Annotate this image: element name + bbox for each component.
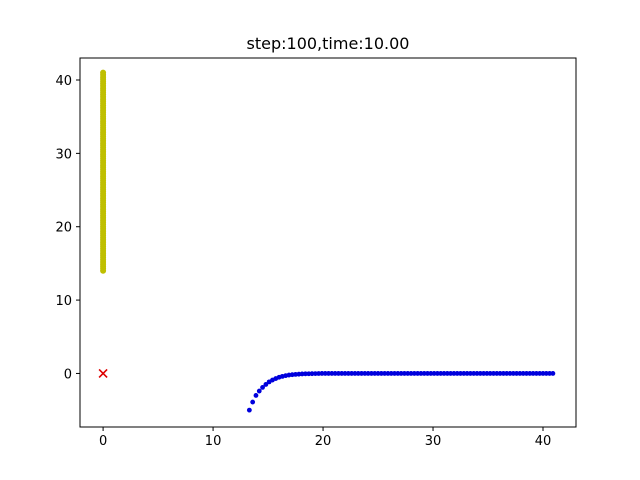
- x-tick-label: 40: [535, 434, 552, 449]
- data-point: [454, 371, 460, 376]
- data-point: [491, 371, 496, 376]
- data-point: [451, 371, 457, 376]
- data-point: [468, 371, 473, 376]
- data-point: [464, 371, 470, 376]
- data-point: [352, 371, 358, 376]
- data-point: [458, 371, 463, 376]
- data-point: [431, 371, 437, 376]
- data-point: [550, 371, 556, 376]
- data-point: [365, 371, 371, 376]
- y-tick-label: 10: [55, 294, 72, 309]
- data-point: [263, 382, 269, 387]
- data-point: [319, 371, 325, 376]
- data-point: [540, 371, 546, 376]
- data-point: [256, 388, 262, 394]
- data-point: [441, 371, 447, 376]
- data-point: [260, 384, 265, 390]
- data-point: [547, 371, 553, 376]
- data-point: [471, 371, 477, 376]
- plot-area: [98, 69, 556, 413]
- x-tick-label: 0: [99, 434, 107, 449]
- data-point: [369, 371, 374, 376]
- data-point: [425, 371, 430, 376]
- data-point: [336, 371, 341, 376]
- data-point: [418, 371, 424, 376]
- data-point: [329, 371, 335, 376]
- data-point: [438, 371, 444, 376]
- data-point: [332, 371, 338, 376]
- data-point: [448, 371, 454, 376]
- data-point: [378, 371, 384, 376]
- data-point: [411, 371, 417, 376]
- x-tick-label: 30: [425, 434, 442, 449]
- data-point: [349, 371, 355, 376]
- data-point: [405, 371, 411, 376]
- x-tick-label: 10: [205, 434, 222, 449]
- data-point: [527, 371, 533, 376]
- data-point: [474, 371, 480, 376]
- x-tick-label: 20: [315, 434, 332, 449]
- data-point: [415, 371, 421, 376]
- data-point: [428, 371, 434, 376]
- data-point: [481, 371, 487, 376]
- data-point: [395, 371, 401, 376]
- data-point: [355, 371, 361, 376]
- data-point: [484, 371, 490, 376]
- data-point: [253, 393, 259, 398]
- data-point: [402, 371, 407, 376]
- data-point: [543, 371, 549, 376]
- chart-title: step:100,time:10.00: [247, 34, 410, 53]
- data-point: [421, 371, 427, 376]
- data-point: [322, 371, 328, 376]
- y-tick-label: 0: [64, 367, 72, 382]
- x-marker: [98, 368, 108, 379]
- data-point: [408, 371, 414, 376]
- data-point: [375, 371, 381, 376]
- data-point: [507, 371, 513, 376]
- data-point: [477, 371, 483, 376]
- data-point: [530, 371, 536, 376]
- data-point: [504, 371, 510, 376]
- data-point: [345, 371, 351, 376]
- y-tick-label: 40: [55, 74, 72, 89]
- data-point: [342, 371, 348, 376]
- data-point: [444, 371, 450, 376]
- data-point: [497, 371, 503, 376]
- data-point: [501, 371, 506, 376]
- data-point: [537, 371, 543, 376]
- plot-frame: [79, 57, 577, 428]
- data-point: [250, 399, 256, 405]
- data-point: [382, 371, 388, 376]
- data-point: [392, 371, 397, 376]
- data-point: [246, 407, 252, 413]
- data-point: [385, 371, 391, 376]
- y-tick-label: 20: [55, 221, 72, 236]
- data-point: [520, 371, 526, 376]
- data-point: [100, 69, 107, 76]
- data-point: [517, 371, 523, 376]
- data-point: [339, 371, 345, 376]
- data-point: [326, 371, 331, 376]
- data-point: [494, 371, 500, 376]
- data-point: [514, 371, 520, 376]
- data-point: [372, 371, 378, 376]
- axes: 0 10 20 30 40 0 10 20 30 40: [55, 57, 577, 449]
- data-point: [359, 371, 364, 376]
- data-point: [534, 371, 539, 376]
- data-point: [388, 371, 394, 376]
- data-point: [461, 371, 467, 376]
- data-point: [510, 371, 516, 376]
- data-point: [362, 371, 368, 376]
- data-point: [398, 371, 404, 376]
- data-point: [524, 371, 529, 376]
- data-point: [435, 371, 440, 376]
- data-point: [487, 371, 493, 376]
- y-tick-label: 30: [55, 147, 72, 162]
